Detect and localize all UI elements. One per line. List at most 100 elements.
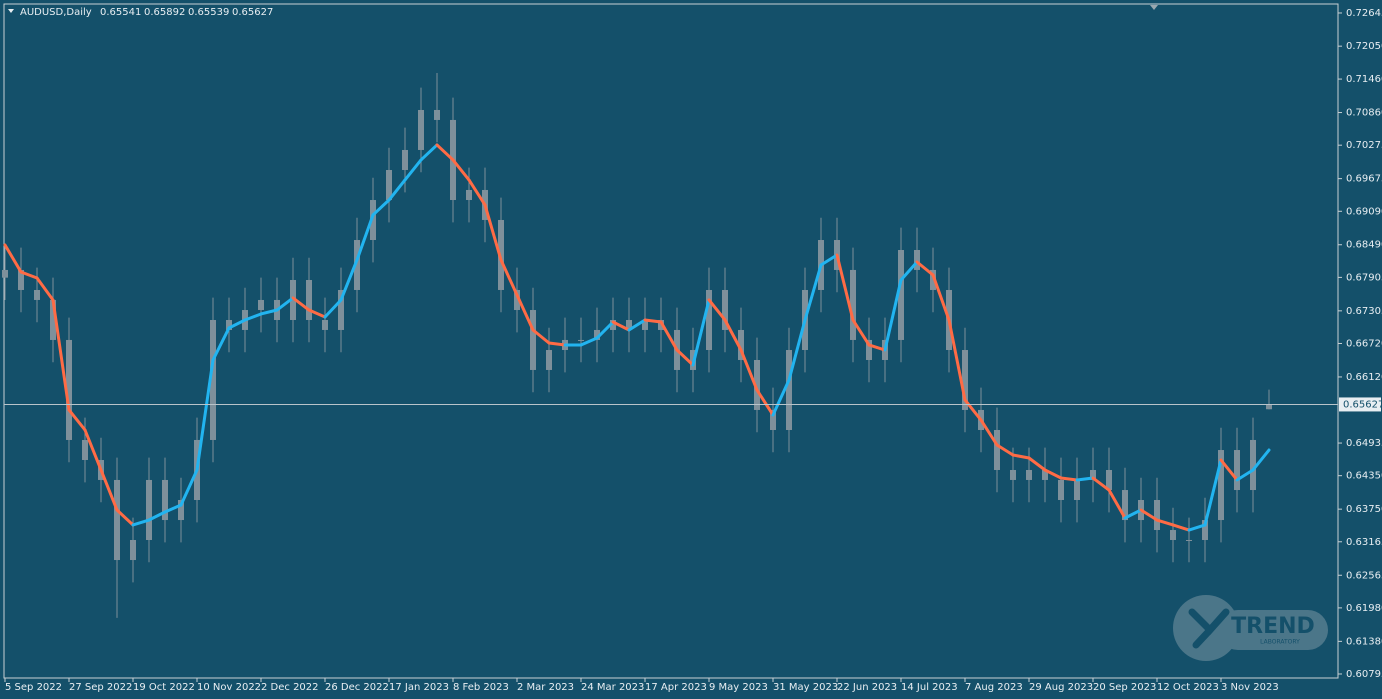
x-tick-label: 9 May 2023 <box>709 682 768 693</box>
ma-segment <box>595 320 615 340</box>
price-box <box>1339 397 1381 412</box>
ma-segment <box>963 398 983 422</box>
candle-body <box>322 319 328 330</box>
candle-body <box>578 339 584 341</box>
ma-segment <box>771 378 791 417</box>
candle-body <box>1042 469 1048 480</box>
candle-body <box>898 249 904 340</box>
ma-segment <box>915 260 935 277</box>
ma-segment <box>291 296 311 312</box>
x-tick-label: 31 May 2023 <box>773 682 838 693</box>
ma-segment <box>227 318 247 330</box>
candle-body <box>34 289 40 300</box>
header-open: 0.65541 <box>100 7 141 18</box>
header-low: 0.65539 <box>188 7 229 18</box>
ma-segment <box>659 320 679 352</box>
candle-body <box>1218 450 1224 521</box>
ma-segment <box>483 203 503 262</box>
candle-body <box>1154 500 1160 531</box>
watermark-icon <box>1188 608 1230 649</box>
y-tick-label: 0.69675 <box>1346 174 1382 185</box>
ma-segment <box>755 388 775 417</box>
ma-segment <box>1203 458 1223 527</box>
y-tick-label: 0.62565 <box>1346 570 1382 581</box>
y-tick-label: 0.70275 <box>1346 140 1382 151</box>
shift-marker <box>1150 5 1158 10</box>
candle-body <box>722 289 728 330</box>
ma-segment <box>179 468 199 507</box>
ma-segment <box>803 263 823 322</box>
ma-segment <box>723 318 743 352</box>
ma-segment <box>531 328 551 345</box>
candle-body <box>866 339 872 360</box>
x-tick-label: 8 Feb 2023 <box>453 682 509 693</box>
y-tick-label: 0.72645 <box>1346 8 1382 19</box>
ma-segment <box>1027 456 1047 472</box>
candle-body <box>370 200 376 241</box>
x-tick-label: 2 Mar 2023 <box>517 682 574 693</box>
ma-segment <box>1139 508 1159 522</box>
watermark-title: TREND <box>1231 614 1315 639</box>
ma-segment <box>675 348 695 367</box>
ma-segment <box>307 308 327 319</box>
candle-body <box>354 240 360 290</box>
candle-body <box>594 329 600 340</box>
candle-body <box>290 280 296 320</box>
x-tick-label: 27 Sep 2022 <box>69 682 132 693</box>
menu-arrow[interactable] <box>8 9 14 13</box>
x-tick-label: 29 Aug 2023 <box>1029 682 1093 693</box>
ma-segment <box>643 318 663 324</box>
candle-body <box>1122 490 1128 521</box>
candle-body <box>930 269 936 290</box>
candle-body <box>914 249 920 270</box>
ma-segment <box>547 341 567 347</box>
ma-segment <box>3 243 23 274</box>
watermark-logo <box>1173 595 1239 661</box>
candle-body <box>1058 479 1064 501</box>
ma-segment <box>275 296 295 312</box>
x-tick-label: 10 Nov 2022 <box>197 682 261 693</box>
ma-segment <box>243 312 263 322</box>
candle-body <box>754 359 760 410</box>
ma-segment <box>979 418 999 447</box>
candle-body <box>386 170 392 201</box>
candle-body <box>114 479 120 561</box>
ma-segment <box>35 276 55 302</box>
ma-segment <box>867 343 887 352</box>
ma-segment <box>99 468 119 512</box>
x-tick-label: 3 Nov 2023 <box>1221 682 1279 693</box>
ma-segment <box>835 253 855 322</box>
candle-body <box>1186 539 1192 541</box>
candle-body <box>626 319 632 330</box>
candle-body <box>18 269 24 290</box>
ma-segment <box>499 258 519 297</box>
ma-segment <box>851 318 871 347</box>
ma-segment <box>355 213 375 262</box>
ma-segment <box>1219 458 1239 482</box>
ma-segment <box>51 298 71 412</box>
ma-segment <box>19 270 39 280</box>
candle-body <box>546 350 552 370</box>
candle-body <box>306 280 312 320</box>
ma-segment <box>819 253 839 267</box>
ma-segment <box>1155 518 1175 527</box>
ma-segment <box>195 358 215 472</box>
candle-body <box>258 299 264 311</box>
candle-body <box>210 319 216 440</box>
candle-body <box>1106 469 1112 491</box>
candle-body <box>1074 479 1080 501</box>
x-tick-label: 14 Jul 2023 <box>901 682 958 693</box>
candle-body <box>994 429 1000 470</box>
candle-body <box>402 149 408 171</box>
y-tick-label: 0.63165 <box>1346 537 1382 548</box>
ma-segment <box>147 510 167 522</box>
